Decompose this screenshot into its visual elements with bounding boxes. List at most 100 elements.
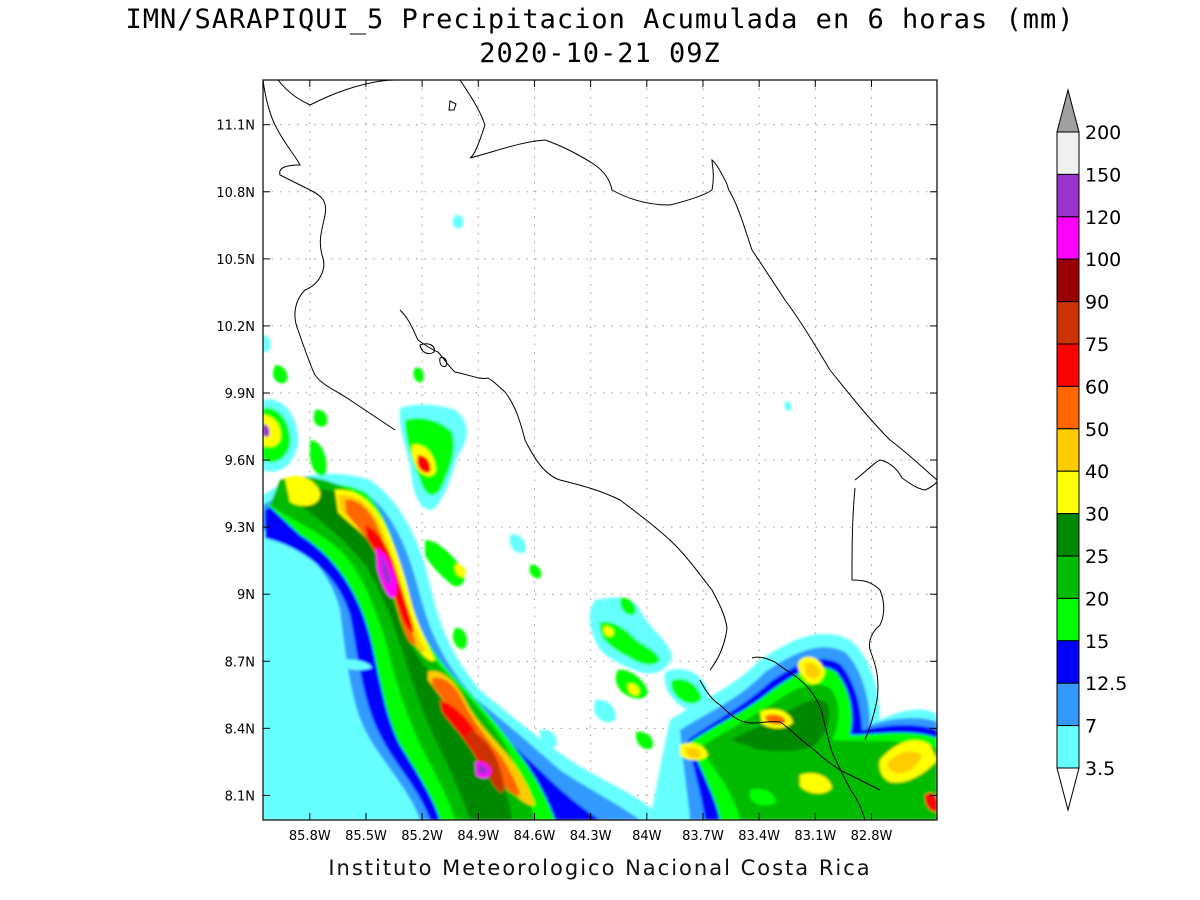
lon-tick-label: 84.3W — [570, 829, 612, 844]
colorbar-swatch — [1056, 725, 1080, 769]
plot-frame — [262, 79, 938, 821]
colorbar-label: 50 — [1085, 419, 1109, 441]
colorbar-swatch — [1056, 301, 1080, 345]
lat-tick-label: 8.1N — [225, 789, 255, 804]
precip-cell — [887, 751, 922, 774]
lat-tick-label: 10.5N — [216, 253, 255, 268]
lon-tick-label: 85.5W — [345, 829, 387, 844]
colorbar-swatch — [1056, 173, 1080, 218]
lat-tick-label: 9.9N — [225, 387, 255, 402]
coastline-pacific-nicoya — [263, 80, 396, 431]
colorbar-swatch — [1056, 513, 1080, 557]
precip-cell — [466, 730, 504, 793]
colorbar-label: 12.5 — [1085, 673, 1127, 695]
precip-cell — [380, 556, 391, 585]
precip-cell — [700, 683, 937, 820]
precip-cell — [413, 367, 424, 383]
coastlines — [263, 80, 937, 820]
precip-cell — [425, 540, 465, 587]
lat-axis: 11.1N 10.8N 10.5N 10.2N 9.9N 9.6N 9.3N 9N 8.7N 8.… — [216, 119, 937, 804]
island-2 — [419, 343, 435, 355]
map-footer: Instituto Meteorologico Nacional Costa R… — [328, 856, 872, 880]
lon-tick-label: 83.1W — [794, 829, 836, 844]
precip-cell — [636, 731, 654, 750]
precip-cell — [452, 214, 464, 229]
precip-cell — [784, 401, 792, 411]
colorbar-swatch — [1056, 216, 1080, 260]
precip-cell — [285, 475, 321, 506]
lon-tick-label: 84.6W — [514, 829, 556, 844]
precip-cell — [509, 534, 526, 554]
precip-cell — [478, 764, 488, 775]
border-panama — [751, 656, 866, 820]
precip-cell — [671, 678, 702, 704]
colorbar-label: 120 — [1085, 207, 1121, 229]
island-1 — [448, 100, 457, 111]
precip-cell — [750, 788, 776, 806]
colorbar-label: 100 — [1085, 249, 1121, 271]
precip-cell — [452, 627, 467, 649]
precip-cell — [805, 662, 820, 679]
colorbar-swatch — [1056, 131, 1080, 175]
colorbar-label: 25 — [1085, 546, 1109, 568]
colorbar: 200 150 120 100 90 75 60 50 40 30 25 20 15 12.5 7 3.5 — [1056, 88, 1127, 812]
precip-band-nicoya — [263, 473, 665, 820]
colorbar-swatch — [1056, 470, 1080, 515]
lon-tick-label: 85.2W — [401, 829, 443, 844]
precip-cell — [263, 335, 271, 352]
colorbar-label: 30 — [1085, 504, 1109, 526]
lon-tick-label: 84W — [632, 829, 662, 844]
precip-cell — [620, 597, 636, 616]
precip-cell — [300, 488, 512, 820]
precip-cell — [417, 455, 431, 473]
precip-cell — [340, 659, 372, 671]
lat-tick-label: 8.7N — [225, 655, 255, 670]
colorbar-swatch — [1056, 428, 1080, 472]
colorbar-swatch — [1056, 640, 1080, 684]
island-3 — [439, 357, 447, 367]
colorbar-swatch — [1056, 555, 1080, 599]
precip-cell — [603, 626, 614, 637]
border-panama-north — [854, 459, 937, 491]
colorbar-label: 7 — [1085, 716, 1097, 738]
precip-cell — [800, 773, 832, 794]
lat-tick-label: 10.2N — [216, 320, 255, 335]
lon-tick-label: 85.8W — [289, 829, 331, 844]
colorbar-swatch — [1056, 343, 1080, 387]
coastline-pacific-south — [699, 679, 881, 791]
precip-cell — [540, 729, 558, 748]
colorbar-label: 15 — [1085, 631, 1109, 653]
colorbar-swatch — [1056, 682, 1080, 727]
lon-tick-label: 84.9W — [457, 829, 499, 844]
lon-tick-label: 82.8W — [851, 829, 893, 844]
precip-band-central — [452, 214, 792, 750]
colorbar-label: 200 — [1085, 122, 1121, 144]
colorbar-label: 150 — [1085, 164, 1121, 186]
lat-tick-label: 9N — [237, 588, 255, 603]
colorbar-swatch — [1056, 385, 1080, 430]
border-panama-east — [851, 487, 885, 741]
map-subtitle: 2020-10-21 09Z — [479, 38, 721, 69]
lat-tick-label: 10.8N — [216, 186, 255, 201]
colorbar-over-triangle — [1056, 88, 1080, 133]
lon-tick-label: 83.7W — [682, 829, 724, 844]
colorbar-label: 90 — [1085, 292, 1109, 314]
precip-cell — [272, 365, 288, 384]
lon-axis: 85.8W 85.5W 85.2W 84.9W 84.6W 84.3W 84W 83.7W 83… — [289, 80, 893, 844]
precip-cell — [263, 424, 270, 437]
precip-cell — [529, 564, 542, 579]
precip-cell — [686, 747, 701, 759]
precip-band-west-coast — [263, 335, 328, 476]
precip-cell — [627, 683, 640, 696]
colorbar-label: 20 — [1085, 588, 1109, 610]
precip-band-southeast — [650, 633, 937, 820]
precip-cell — [600, 621, 660, 665]
map-title: IMN/SARAPIQUI_5 Precipitacion Acumulada … — [125, 4, 1075, 35]
lat-tick-label: 9.6N — [225, 454, 255, 469]
precip-cell — [455, 564, 466, 577]
colorbar-label: 40 — [1085, 461, 1109, 483]
colorbar-label: 75 — [1085, 334, 1109, 356]
precip-cell — [924, 792, 937, 812]
precipitation-field — [263, 214, 937, 820]
